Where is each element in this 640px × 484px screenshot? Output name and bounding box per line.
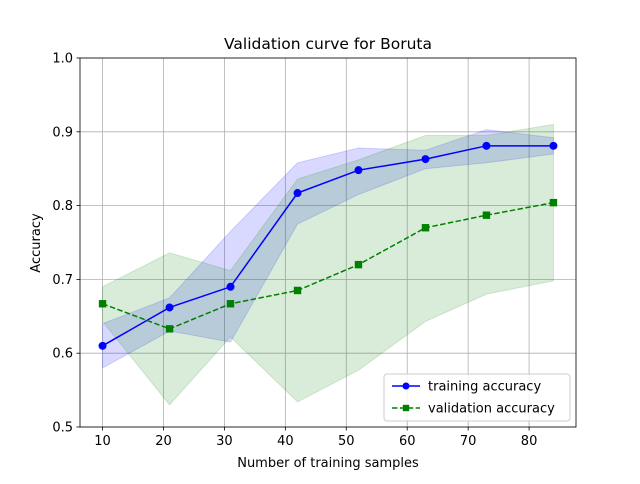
validation-accuracy-point bbox=[482, 211, 491, 219]
y-axis-label: Accuracy bbox=[29, 213, 44, 273]
y-tick-label: 0.7 bbox=[52, 273, 73, 288]
y-tick-label: 0.6 bbox=[52, 347, 73, 362]
validation-accuracy-point bbox=[226, 300, 235, 308]
validation-accuracy-band bbox=[102, 123, 554, 406]
legend-box bbox=[383, 373, 571, 422]
x-tick-label: 40 bbox=[277, 434, 294, 449]
x-tick-label: 10 bbox=[94, 434, 111, 449]
training-accuracy-point bbox=[293, 189, 302, 198]
training-accuracy-point bbox=[98, 341, 107, 350]
x-tick-label: 70 bbox=[460, 434, 477, 449]
validation-accuracy-point bbox=[354, 260, 363, 269]
training-legend-label: training accuracy bbox=[428, 380, 541, 395]
training-accuracy-point bbox=[482, 141, 491, 150]
y-tick-label: 0.8 bbox=[52, 199, 73, 214]
validation-accuracy-point bbox=[293, 286, 302, 295]
chart-title: Validation curve for Boruta bbox=[224, 35, 432, 53]
x-tick-label: 80 bbox=[521, 434, 538, 449]
training-accuracy-point bbox=[549, 141, 558, 150]
training-accuracy-point bbox=[354, 166, 363, 175]
x-tick-label: 30 bbox=[216, 434, 233, 449]
x-tick-label: 60 bbox=[399, 434, 416, 449]
training-accuracy-point bbox=[165, 303, 174, 312]
validation-accuracy-point bbox=[549, 198, 558, 207]
y-tick-label: 0.9 bbox=[52, 125, 73, 140]
x-tick-label: 50 bbox=[338, 434, 355, 449]
validation-accuracy-line bbox=[102, 201, 554, 330]
training-accuracy-point bbox=[226, 282, 235, 291]
x-tick-label: 20 bbox=[155, 434, 172, 449]
validation-accuracy-point bbox=[98, 300, 107, 308]
axes-frame bbox=[79, 57, 577, 428]
y-tick-label: 1.0 bbox=[52, 52, 73, 67]
training-accuracy-line bbox=[102, 145, 554, 347]
y-tick-label: 0.5 bbox=[52, 421, 73, 436]
training-accuracy-point bbox=[421, 155, 430, 164]
validation-legend-marker bbox=[402, 404, 410, 412]
validation-legend-label: validation accuracy bbox=[428, 402, 555, 417]
validation-accuracy-point bbox=[165, 325, 174, 333]
training-accuracy-band bbox=[102, 129, 554, 369]
x-axis-label: Number of training samples bbox=[237, 456, 419, 471]
plot-area: 10 20 30 40 50 60 70 80 0.5 0.6 0.7 0.8 0.9 1.0 traini… bbox=[52, 52, 577, 449]
training-legend-marker bbox=[402, 382, 410, 390]
validation-accuracy-point bbox=[421, 224, 430, 232]
